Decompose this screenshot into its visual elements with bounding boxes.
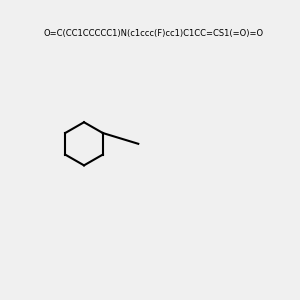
- Text: O=C(CC1CCCCC1)N(c1ccc(F)cc1)C1CC=CS1(=O)=O: O=C(CC1CCCCC1)N(c1ccc(F)cc1)C1CC=CS1(=O)…: [44, 29, 264, 38]
